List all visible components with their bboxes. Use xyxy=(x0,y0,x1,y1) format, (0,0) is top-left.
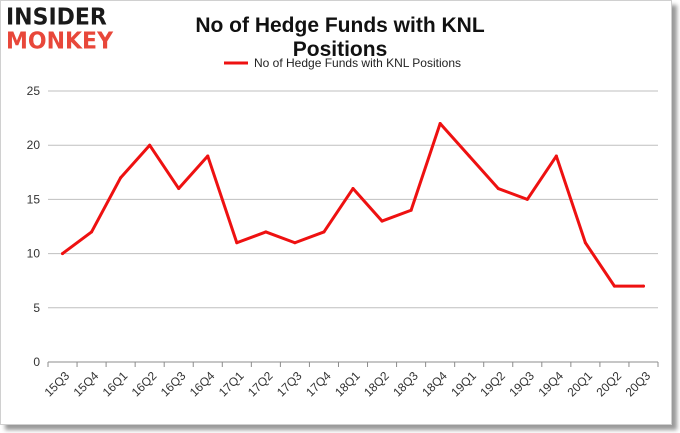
legend-label: No of Hedge Funds with KNL Positions xyxy=(254,56,461,70)
x-tick-label: 17Q1 xyxy=(216,369,247,400)
data-point xyxy=(177,187,181,191)
x-tick-label: 20Q3 xyxy=(623,369,654,400)
x-tick-label: 18Q4 xyxy=(419,369,450,400)
y-tick-label: 10 xyxy=(27,247,41,261)
series-layer xyxy=(61,122,645,288)
x-tick-label: 16Q1 xyxy=(100,369,131,400)
data-point xyxy=(351,187,355,191)
x-tick-label: 19Q1 xyxy=(448,369,479,400)
data-point xyxy=(264,230,268,234)
data-point xyxy=(322,230,326,234)
y-tick-label: 25 xyxy=(27,84,41,98)
x-tick-label: 15Q3 xyxy=(42,369,73,400)
legend: No of Hedge Funds with KNL Positions xyxy=(224,56,461,70)
data-point xyxy=(641,284,645,288)
x-tick-label: 16Q2 xyxy=(129,369,160,400)
data-point xyxy=(380,219,384,223)
data-point xyxy=(467,154,471,158)
x-tick-label: 16Q4 xyxy=(187,369,218,400)
x-tick-label: 18Q2 xyxy=(361,369,392,400)
data-point xyxy=(235,241,239,245)
x-axis-ticks: 15Q315Q416Q116Q216Q316Q417Q117Q217Q317Q4… xyxy=(42,369,654,400)
series-line xyxy=(61,122,645,288)
x-tick-label: 16Q3 xyxy=(158,369,189,400)
x-tick-label: 19Q3 xyxy=(506,369,537,400)
x-tick-label: 19Q2 xyxy=(477,369,508,400)
data-point xyxy=(61,252,65,256)
data-point xyxy=(583,241,587,245)
y-tick-label: 0 xyxy=(33,355,40,369)
y-axis-ticks: 0 5 10 15 20 25 xyxy=(27,84,41,369)
insider-monkey-logo: INSIDER MONKEY xyxy=(6,4,128,56)
x-tick-label: 19Q4 xyxy=(535,369,566,400)
x-axis xyxy=(47,361,659,367)
x-tick-label: 20Q2 xyxy=(594,369,625,400)
x-tick-label: 18Q3 xyxy=(390,369,421,400)
data-point xyxy=(90,230,94,234)
data-point xyxy=(438,122,442,126)
logo-line-top: INSIDER xyxy=(6,4,107,31)
x-tick-label: 17Q4 xyxy=(303,369,334,400)
y-tick-label: 5 xyxy=(33,301,40,315)
data-point xyxy=(409,208,413,212)
chart-title: No of Hedge Funds with KNL Positions xyxy=(195,14,485,61)
data-point xyxy=(612,284,616,288)
data-point xyxy=(525,197,529,201)
y-tick-label: 15 xyxy=(27,192,41,206)
x-tick-label: 18Q1 xyxy=(332,369,363,400)
data-point xyxy=(148,143,152,147)
y-tick-label: 20 xyxy=(27,138,41,152)
x-tick-label: 15Q4 xyxy=(71,369,102,400)
data-point xyxy=(554,154,558,158)
logo-line-bottom: MONKEY xyxy=(6,28,114,55)
data-point xyxy=(496,187,500,191)
data-point xyxy=(293,241,297,245)
x-tick-label: 17Q3 xyxy=(274,369,305,400)
x-tick-label: 17Q2 xyxy=(245,369,276,400)
data-point xyxy=(119,176,123,180)
x-tick-label: 20Q1 xyxy=(564,369,595,400)
gridlines xyxy=(48,90,658,309)
data-point xyxy=(206,154,210,158)
